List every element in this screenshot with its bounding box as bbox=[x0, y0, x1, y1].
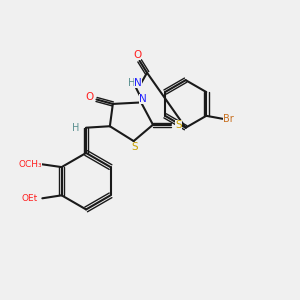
Text: O: O bbox=[133, 50, 141, 61]
Text: Br: Br bbox=[223, 114, 234, 124]
Text: N: N bbox=[139, 94, 146, 104]
Text: S: S bbox=[175, 120, 181, 130]
Text: O: O bbox=[85, 92, 93, 101]
Text: H: H bbox=[72, 123, 80, 133]
Text: N: N bbox=[134, 77, 142, 88]
Text: OCH₃: OCH₃ bbox=[19, 160, 42, 169]
Text: S: S bbox=[132, 142, 139, 152]
Text: OEt: OEt bbox=[21, 194, 38, 203]
Text: H: H bbox=[128, 77, 135, 88]
